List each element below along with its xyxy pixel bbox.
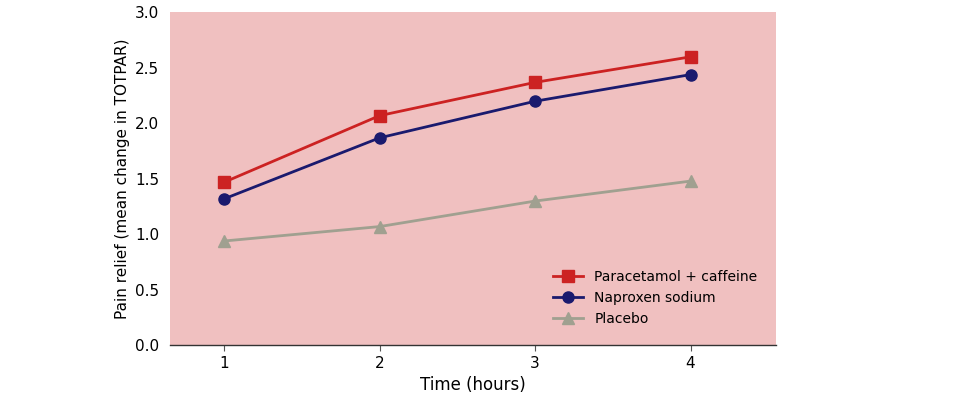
Paracetamol + caffeine: [218, 180, 230, 185]
Line: Naproxen sodium: Naproxen sodium: [218, 69, 696, 204]
Placebo: [218, 238, 230, 243]
Placebo: [684, 178, 696, 183]
Placebo: [373, 224, 385, 229]
Line: Placebo: Placebo: [218, 176, 696, 247]
Paracetamol + caffeine: [373, 113, 385, 118]
Paracetamol + caffeine: [529, 80, 541, 85]
Naproxen sodium: [373, 135, 385, 140]
X-axis label: Time (hours): Time (hours): [420, 376, 525, 394]
Naproxen sodium: [218, 196, 230, 201]
Placebo: [529, 198, 541, 203]
Y-axis label: Pain relief (mean change in TOTPAR): Pain relief (mean change in TOTPAR): [114, 39, 130, 319]
Line: Paracetamol + caffeine: Paracetamol + caffeine: [218, 51, 696, 188]
Naproxen sodium: [684, 72, 696, 77]
Legend: Paracetamol + caffeine, Naproxen sodium, Placebo: Paracetamol + caffeine, Naproxen sodium,…: [547, 265, 763, 332]
Paracetamol + caffeine: [684, 54, 696, 59]
Naproxen sodium: [529, 99, 541, 104]
